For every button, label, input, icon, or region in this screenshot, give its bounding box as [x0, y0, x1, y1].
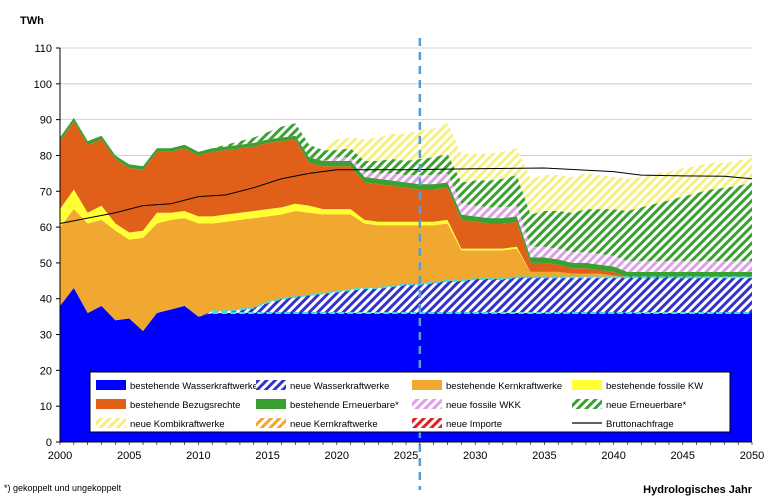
legend-swatch — [256, 399, 286, 409]
legend: bestehende Wasserkraftwerke neue Wasserkr… — [89, 371, 731, 433]
line-series — [59, 38, 753, 490]
footnote: *) gekoppelt und ungekoppelt — [4, 483, 122, 493]
series-kombi_neu — [60, 117, 752, 215]
legend-swatch — [572, 399, 602, 409]
legend-label: neue fossile WKK — [446, 400, 522, 411]
legend-label: bestehende Kernkraftwerke — [446, 381, 562, 392]
x-tick-label: 2015 — [255, 450, 279, 462]
legend-swatch — [412, 418, 442, 428]
series-bruttonachfrage — [59, 167, 753, 224]
legend-label: bestehende fossile KW — [606, 381, 703, 392]
legend-item-kern_neu: neue Kernkraftwerke — [256, 418, 378, 430]
y-tick-label: 60 — [40, 222, 52, 234]
legend-item-importe_neu: neue Importe — [412, 418, 502, 430]
x-tick-label: 2040 — [601, 450, 625, 462]
legend-label: neue Wasserkraftwerke — [290, 381, 389, 392]
legend-swatch — [412, 380, 442, 390]
series-bezug_best — [60, 121, 752, 278]
series-wasser_neu — [60, 277, 752, 331]
legend-label: neue Erneuerbare* — [606, 400, 687, 411]
legend-item-bezug_best: bestehende Bezugsrechte — [96, 399, 240, 411]
legend-swatch — [96, 380, 126, 390]
legend-label: neue Importe — [446, 419, 502, 430]
y-tick-label: 90 — [40, 115, 52, 127]
legend-label: bestehende Bezugsrechte — [130, 400, 240, 411]
legend-item-bruttonachfrage: Bruttonachfrage — [572, 419, 674, 430]
series-erneu_neu — [60, 117, 752, 262]
y-unit-label: TWh — [20, 15, 44, 27]
legend-item-erneu_best: bestehende Erneuerbare* — [256, 399, 399, 411]
y-tick-label: 50 — [40, 258, 52, 270]
legend-item-fossil_best: bestehende fossile KW — [572, 380, 703, 392]
x-tick-label: 2010 — [186, 450, 210, 462]
y-tick-label: 0 — [46, 437, 52, 449]
y-tick-label: 20 — [40, 365, 52, 377]
legend-item-wasser_neu: neue Wasserkraftwerke — [256, 380, 389, 392]
x-axis-title: Hydrologisches Jahr — [643, 484, 753, 496]
legend-label: neue Kernkraftwerke — [290, 419, 378, 430]
legend-swatch — [412, 399, 442, 409]
series-kern_best — [60, 209, 752, 331]
legend-label: neue Kombikraftwerke — [130, 419, 225, 430]
legend-box — [89, 371, 731, 433]
y-tick-label: 10 — [40, 401, 52, 413]
y-tick-label: 40 — [40, 294, 52, 306]
hydro-dashed-edge — [212, 276, 752, 313]
legend-item-wkk_neu: neue fossile WKK — [412, 399, 522, 411]
legend-label: bestehende Wasserkraftwerke — [130, 381, 258, 392]
legend-item-wasser_best: bestehende Wasserkraftwerke — [96, 380, 258, 392]
x-tick-label: 2045 — [671, 450, 695, 462]
x-tick-label: 2035 — [532, 450, 556, 462]
legend-item-kombi_neu: neue Kombikraftwerke — [96, 418, 225, 430]
legend-swatch — [572, 380, 602, 390]
x-tick-label: 2025 — [394, 450, 418, 462]
x-tick-label: 2000 — [48, 450, 72, 462]
x-tick-label: 2050 — [740, 450, 764, 462]
y-tick-label: 100 — [34, 79, 52, 91]
y-tick-label: 30 — [40, 330, 52, 342]
legend-label: bestehende Erneuerbare* — [290, 400, 399, 411]
x-tick-label: 2020 — [325, 450, 349, 462]
legend-item-kern_best: bestehende Kernkraftwerke — [412, 380, 562, 392]
y-tick-label: 70 — [40, 186, 52, 198]
legend-swatch — [256, 418, 286, 428]
x-tick-label: 2005 — [117, 450, 141, 462]
y-tick-label: 110 — [34, 43, 52, 55]
legend-item-erneu_neu: neue Erneuerbare* — [572, 399, 687, 411]
x-tick-label: 2030 — [463, 450, 487, 462]
legend-swatch — [256, 380, 286, 390]
legend-swatch — [96, 418, 126, 428]
legend-swatch — [96, 399, 126, 409]
y-tick-label: 80 — [40, 150, 52, 162]
legend-label: Bruttonachfrage — [606, 419, 674, 430]
